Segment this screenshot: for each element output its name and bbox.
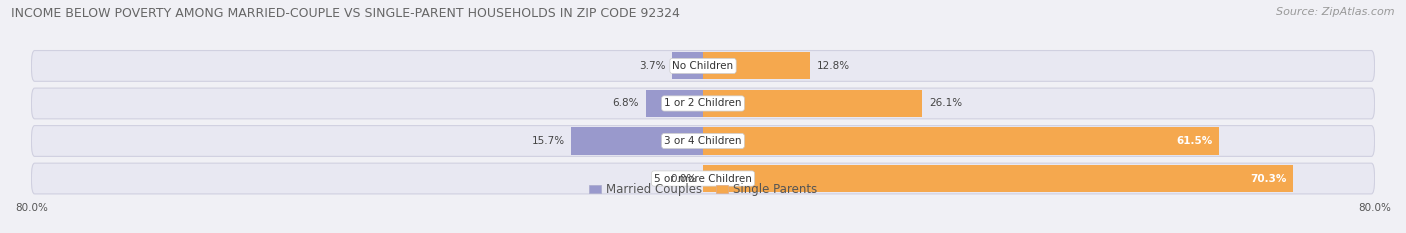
Bar [703,165,1294,192]
FancyBboxPatch shape [31,88,1375,119]
FancyBboxPatch shape [31,126,1375,156]
FancyBboxPatch shape [31,163,1375,194]
Text: 61.5%: 61.5% [1177,136,1212,146]
Bar [571,127,703,154]
Text: 70.3%: 70.3% [1250,174,1286,184]
Bar [645,90,703,117]
Text: 5 or more Children: 5 or more Children [654,174,752,184]
Bar [703,52,810,79]
Text: 3 or 4 Children: 3 or 4 Children [664,136,742,146]
Text: 6.8%: 6.8% [613,99,640,109]
Text: 0.0%: 0.0% [671,174,696,184]
Text: Source: ZipAtlas.com: Source: ZipAtlas.com [1277,7,1395,17]
Text: INCOME BELOW POVERTY AMONG MARRIED-COUPLE VS SINGLE-PARENT HOUSEHOLDS IN ZIP COD: INCOME BELOW POVERTY AMONG MARRIED-COUPL… [11,7,681,20]
Text: 26.1%: 26.1% [929,99,962,109]
Text: 3.7%: 3.7% [638,61,665,71]
Bar [672,52,703,79]
Bar [703,90,922,117]
FancyBboxPatch shape [31,51,1375,81]
Text: 15.7%: 15.7% [531,136,564,146]
Legend: Married Couples, Single Parents: Married Couples, Single Parents [585,178,821,201]
Text: 1 or 2 Children: 1 or 2 Children [664,99,742,109]
Bar [703,127,1219,154]
Text: No Children: No Children [672,61,734,71]
Text: 12.8%: 12.8% [817,61,851,71]
